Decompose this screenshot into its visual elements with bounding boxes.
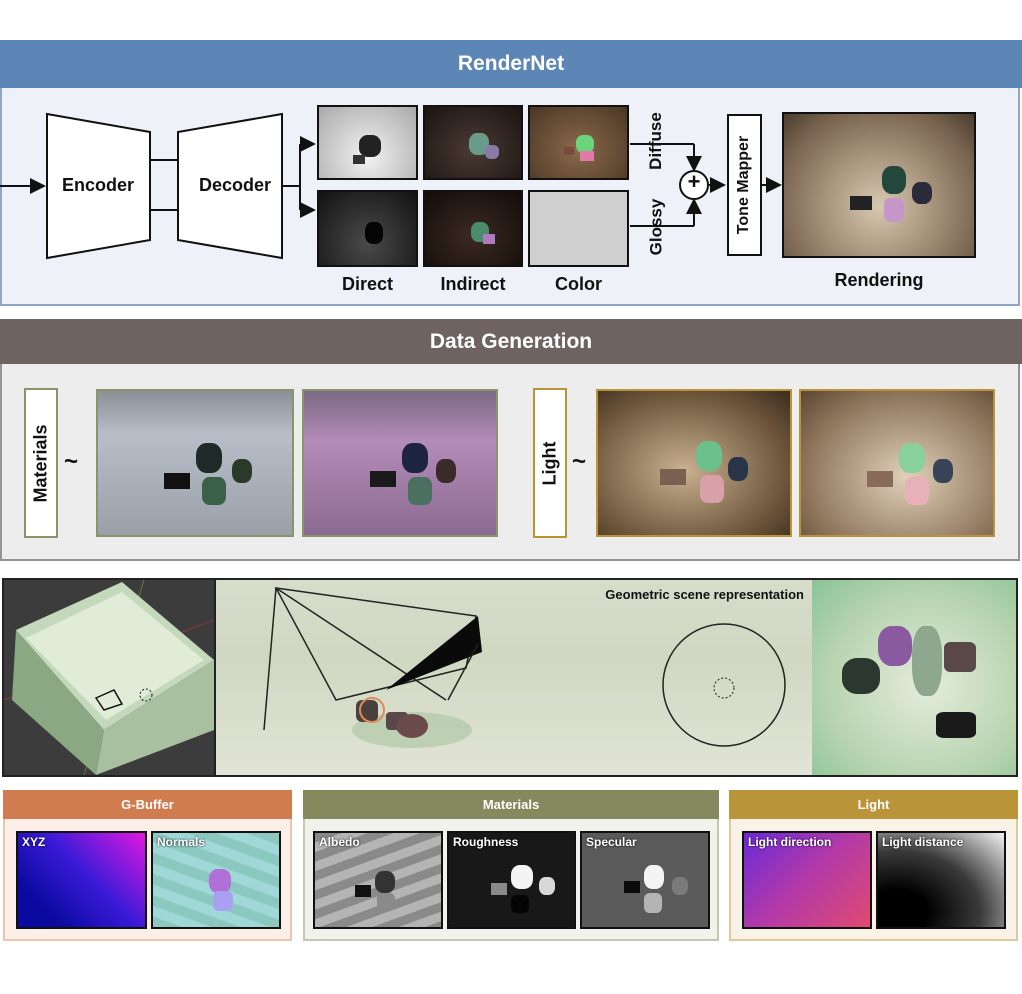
material-sample-1 bbox=[96, 389, 294, 537]
direct-diffuse-image bbox=[317, 105, 418, 180]
rendernet-header: RenderNet bbox=[0, 40, 1022, 88]
light-buffers-header: Light bbox=[729, 790, 1018, 819]
encoder-block bbox=[46, 112, 151, 260]
geometry-label: Geometric scene representation bbox=[605, 587, 804, 602]
encoder-label: Encoder bbox=[61, 175, 135, 195]
indirect-caption: Indirect bbox=[440, 274, 506, 294]
scene-viewport: Geometric scene representation bbox=[214, 580, 814, 775]
datagen-title: Data Generation bbox=[429, 329, 593, 353]
gbuffer-header: G-Buffer bbox=[3, 790, 292, 819]
glossy-label: Glossy bbox=[646, 198, 666, 256]
tone-mapper-block: Tone Mapper bbox=[727, 114, 762, 256]
decoder-label: Decoder bbox=[198, 175, 272, 195]
color-diffuse-image bbox=[528, 105, 629, 180]
datagen-header: Data Generation bbox=[0, 319, 1022, 364]
albedo-buffer: Albedo bbox=[313, 831, 443, 929]
indirect-glossy-image bbox=[423, 190, 523, 267]
blender-viewport bbox=[4, 580, 215, 775]
light-sample-1 bbox=[596, 389, 792, 537]
decoder-block bbox=[177, 112, 283, 260]
light-distribution-box: Light bbox=[533, 388, 567, 538]
normals-buffer: Normals bbox=[151, 831, 281, 929]
indirect-diffuse-image bbox=[423, 105, 523, 180]
diffuse-label: Diffuse bbox=[646, 112, 665, 170]
light-direction-buffer: Light direction bbox=[742, 831, 872, 929]
xyz-buffer: XYZ bbox=[16, 831, 147, 929]
materials-buffers-header: Materials bbox=[303, 790, 719, 819]
rendering-caption: Rendering bbox=[834, 270, 924, 290]
material-sample-2 bbox=[302, 389, 498, 537]
plus-sign: + bbox=[687, 169, 701, 194]
light-sample-2 bbox=[799, 389, 995, 537]
materials-distribution-box: Materials bbox=[24, 388, 58, 538]
geometry-strip: Geometric scene representation bbox=[2, 578, 1018, 777]
roughness-buffer: Roughness bbox=[447, 831, 576, 929]
materials-tilde: ~ bbox=[64, 448, 79, 475]
rendering-image bbox=[782, 112, 976, 258]
specular-buffer: Specular bbox=[580, 831, 710, 929]
rendernet-diagram bbox=[0, 112, 782, 260]
color-glossy-image bbox=[528, 190, 629, 267]
direct-caption: Direct bbox=[341, 274, 394, 294]
direct-glossy-image bbox=[317, 190, 418, 267]
scene-closeup bbox=[812, 580, 1016, 775]
color-caption: Color bbox=[555, 274, 602, 294]
rendernet-title: RenderNet bbox=[457, 52, 565, 75]
light-tilde: ~ bbox=[572, 448, 587, 475]
light-distance-buffer: Light distance bbox=[876, 831, 1006, 929]
